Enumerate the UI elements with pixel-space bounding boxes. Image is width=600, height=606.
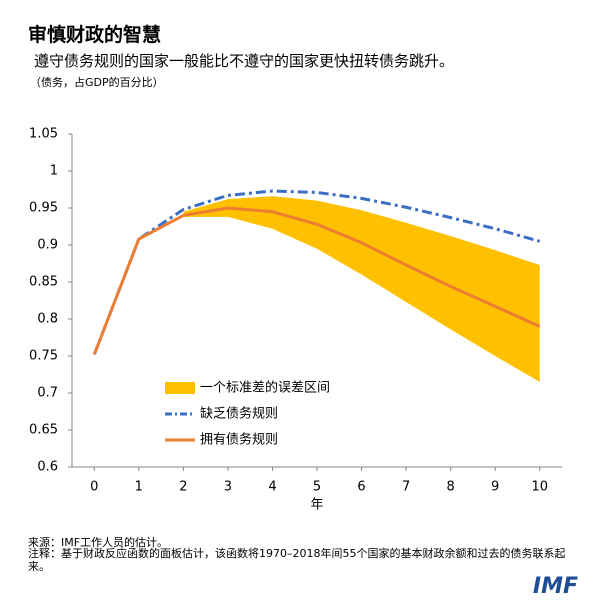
x-tick-label: 9 [491,480,499,495]
subtitle: 遵守债务规则的国家一般能比不遵守的国家更快扭转债务跳升。 [34,52,455,70]
y-tick-label: 0.95 [29,201,58,216]
x-tick-label: 7 [402,480,410,495]
y-tick-label: 0.75 [29,349,58,364]
note: 注释：基于财政反应函数的面板估计，该函数将1970–2018年间55个国家的基本… [28,547,566,573]
y-tick-label: 0.8 [37,312,58,327]
legend-label: 缺乏债务规则 [200,406,278,422]
error-band [183,196,540,382]
source: 来源：IMF工作人员的估计。 [28,536,169,549]
x-tick-label: 10 [531,480,548,495]
chart: 0.6 0.65 0.7 0.75 0.8 0.85 0.9 0.95 1 1.05 0 1 2 3 4 5 6… [29,127,562,513]
y-tick-label: 1.05 [29,127,58,142]
x-tick-label: 2 [179,480,187,495]
y-tick-label: 0.7 [37,386,58,401]
y-tick-label: 0.85 [29,275,58,290]
x-tick-label: 1 [135,480,143,495]
legend-swatch [165,382,195,394]
x-axis-label: 年 [310,498,323,513]
y-tick-label: 0.65 [29,423,58,438]
x-tick-label: 5 [313,480,321,495]
unit-note: （债务，占GDP的百分比） [30,76,164,89]
x-tick-label: 3 [224,480,232,495]
series-line [92,206,541,356]
y-tick-label: 0.9 [37,238,58,253]
legend-label: 一个标准差的误差区间 [200,380,330,396]
y-tick-label: 0.6 [37,460,58,475]
x-tick-label: 4 [268,480,276,495]
series-line [92,189,541,356]
y-tick-label: 1 [50,164,58,179]
logo: IMF [532,574,578,599]
title: 审慎财政的智慧 [28,24,162,46]
x-tick-label: 0 [90,480,98,495]
x-tick-label: 8 [446,480,454,495]
legend-label: 拥有债务规则 [200,432,278,448]
x-tick-label: 6 [357,480,365,495]
